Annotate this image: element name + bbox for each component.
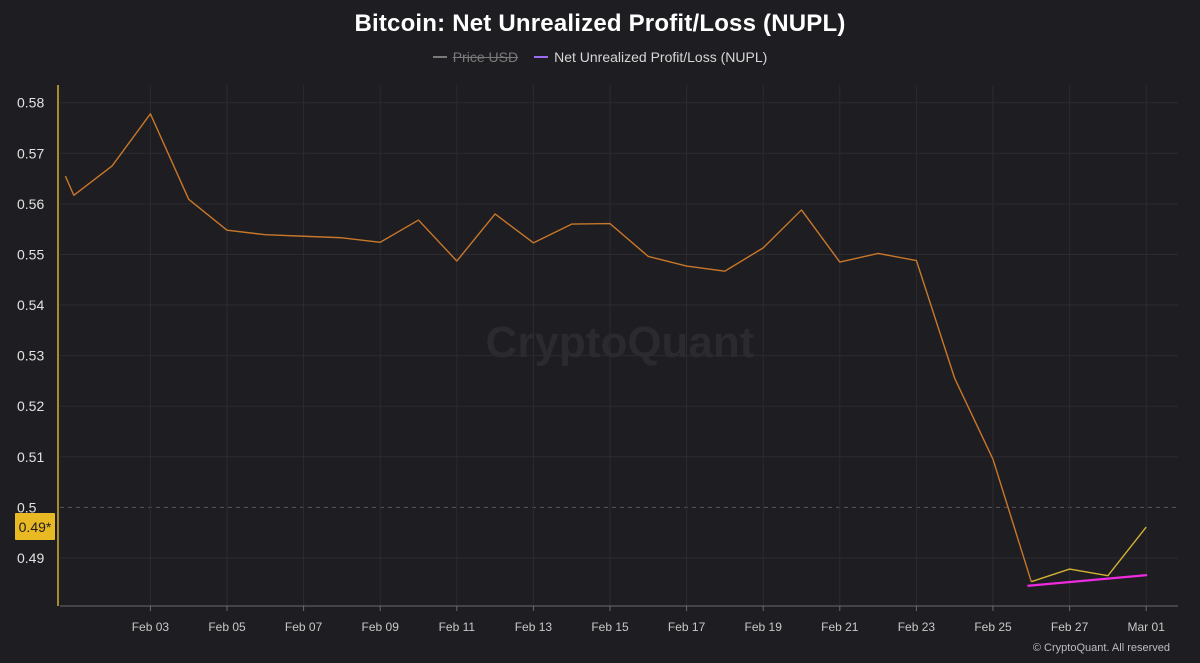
x-tick-label: Feb 05 [208,620,246,634]
footer-copyright: © CryptoQuant. All reserved [1033,642,1170,654]
legend-swatch-nupl [534,56,549,58]
x-tick-label: Feb 03 [132,620,170,634]
x-tick-label: Feb 21 [821,620,859,634]
x-tick-label: Feb 17 [668,620,706,634]
current-value-badge [15,513,55,540]
y-tick-label: 0.49 [17,550,44,566]
y-tick-label: 0.58 [17,95,44,111]
x-tick-label: Feb 09 [362,620,400,634]
x-tick-label: Feb 13 [515,620,553,634]
x-tick-label: Feb 23 [898,620,936,634]
x-tick-label: Feb 19 [745,620,783,634]
chart-legend: Price USD Net Unrealized Profit/Loss (NU… [0,49,1200,65]
x-tick-label: Feb 07 [285,620,323,634]
y-tick-label: 0.52 [17,398,44,414]
y-tick-label: 0.53 [17,348,44,364]
chart-title: Bitcoin: Net Unrealized Profit/Loss (NUP… [354,10,846,37]
y-tick-label: 0.57 [17,145,44,161]
trend-line [1027,574,1148,587]
x-tick-label: Feb 11 [439,620,476,634]
y-tick-label: 0.54 [17,297,44,313]
legend-item-nupl[interactable]: Net Unrealized Profit/Loss (NUPL) [534,49,767,65]
x-tick-label: Feb 15 [591,620,629,634]
legend-label-nupl: Net Unrealized Profit/Loss (NUPL) [554,49,768,65]
watermark: CryptoQuant [486,318,755,367]
nupl-series-line [64,113,1032,582]
legend-label-price: Price USD [452,49,519,65]
x-tick-label: Feb 27 [1051,620,1089,634]
y-tick-label: 0.51 [17,449,44,465]
y-tick-label: 0.56 [17,196,44,212]
legend-item-price-usd[interactable]: Price USD [432,49,519,65]
legend-swatch-price [432,56,447,58]
y-tick-label: 0.55 [17,246,44,262]
nupl-series-line-recent [1031,526,1147,583]
current-value-badge-label: 0.49* [19,519,52,535]
y-tick-label: 0.5 [17,499,37,515]
x-tick-label: Mar 01 [1128,620,1166,634]
x-tick-label: Feb 25 [974,620,1012,634]
